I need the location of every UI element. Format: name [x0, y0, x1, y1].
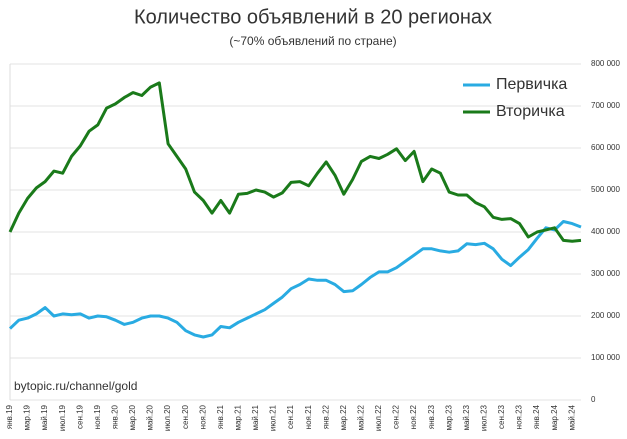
x-tick-label: янв.22 — [321, 404, 330, 429]
y-tick-label: 0 — [591, 395, 596, 404]
x-tick-label: ноя.23 — [515, 404, 524, 429]
watermark: bytopic.ru/channel/gold — [14, 379, 137, 393]
x-tick-label: ноя.20 — [198, 404, 207, 429]
x-tick-label: июл.23 — [479, 404, 488, 431]
x-tick-label: мар.20 — [128, 404, 137, 430]
line-series — [8, 81, 582, 243]
x-tick-label: ноя.21 — [304, 404, 313, 429]
chart-title: Количество объявлений в 20 регионах — [134, 6, 492, 28]
x-tick-label: янв.24 — [532, 404, 541, 429]
y-tick-label: 600 000 — [591, 143, 620, 152]
x-tick-label: сен.19 — [75, 404, 84, 429]
x-tick-label: ноя.22 — [409, 404, 418, 429]
x-tick-label: май.19 — [40, 404, 49, 430]
y-tick-label: 100 000 — [591, 353, 620, 362]
x-tick-label: янв.19 — [5, 404, 14, 429]
x-tick-label: май.20 — [146, 404, 155, 430]
x-tick-label: янв.20 — [111, 404, 120, 429]
x-tick-label: май.24 — [567, 404, 576, 430]
y-tick-label: 800 000 — [591, 59, 620, 68]
x-tick-label: сен.23 — [497, 404, 506, 429]
x-tick-label: мар.19 — [23, 404, 32, 430]
x-tick-label: май.23 — [462, 404, 471, 430]
x-tick-label: мар.24 — [550, 404, 559, 430]
x-tick-label: мар.22 — [339, 404, 348, 430]
x-tick-label: ноя.19 — [93, 404, 102, 429]
x-tick-label: июл.22 — [374, 404, 383, 431]
y-tick-label: 700 000 — [591, 101, 620, 110]
y-tick-label: 500 000 — [591, 185, 620, 194]
chart-subtitle: (~70% объявлений по стране) — [229, 34, 396, 48]
legend-label: Вторичка — [496, 103, 565, 120]
x-tick-label: мар.23 — [444, 404, 453, 430]
y-tick-label: 300 000 — [591, 269, 620, 278]
x-tick-label: май.22 — [356, 404, 365, 430]
legend-label: Первичка — [496, 76, 567, 93]
x-tick-label: янв.21 — [216, 404, 225, 429]
x-tick-label: мар.21 — [234, 404, 243, 430]
y-tick-label: 400 000 — [591, 227, 620, 236]
x-tick-label: сен.22 — [392, 404, 401, 429]
line-series — [8, 220, 582, 339]
x-tick-label: май.21 — [251, 404, 260, 430]
x-tick-label: июл.19 — [58, 404, 67, 431]
x-tick-label: июл.21 — [269, 404, 278, 431]
x-tick-label: янв.23 — [427, 404, 436, 429]
x-tick-label: июл.20 — [163, 404, 172, 431]
y-tick-label: 200 000 — [591, 311, 620, 320]
x-tick-label: сен.21 — [286, 404, 295, 429]
x-tick-label: сен.20 — [181, 404, 190, 429]
